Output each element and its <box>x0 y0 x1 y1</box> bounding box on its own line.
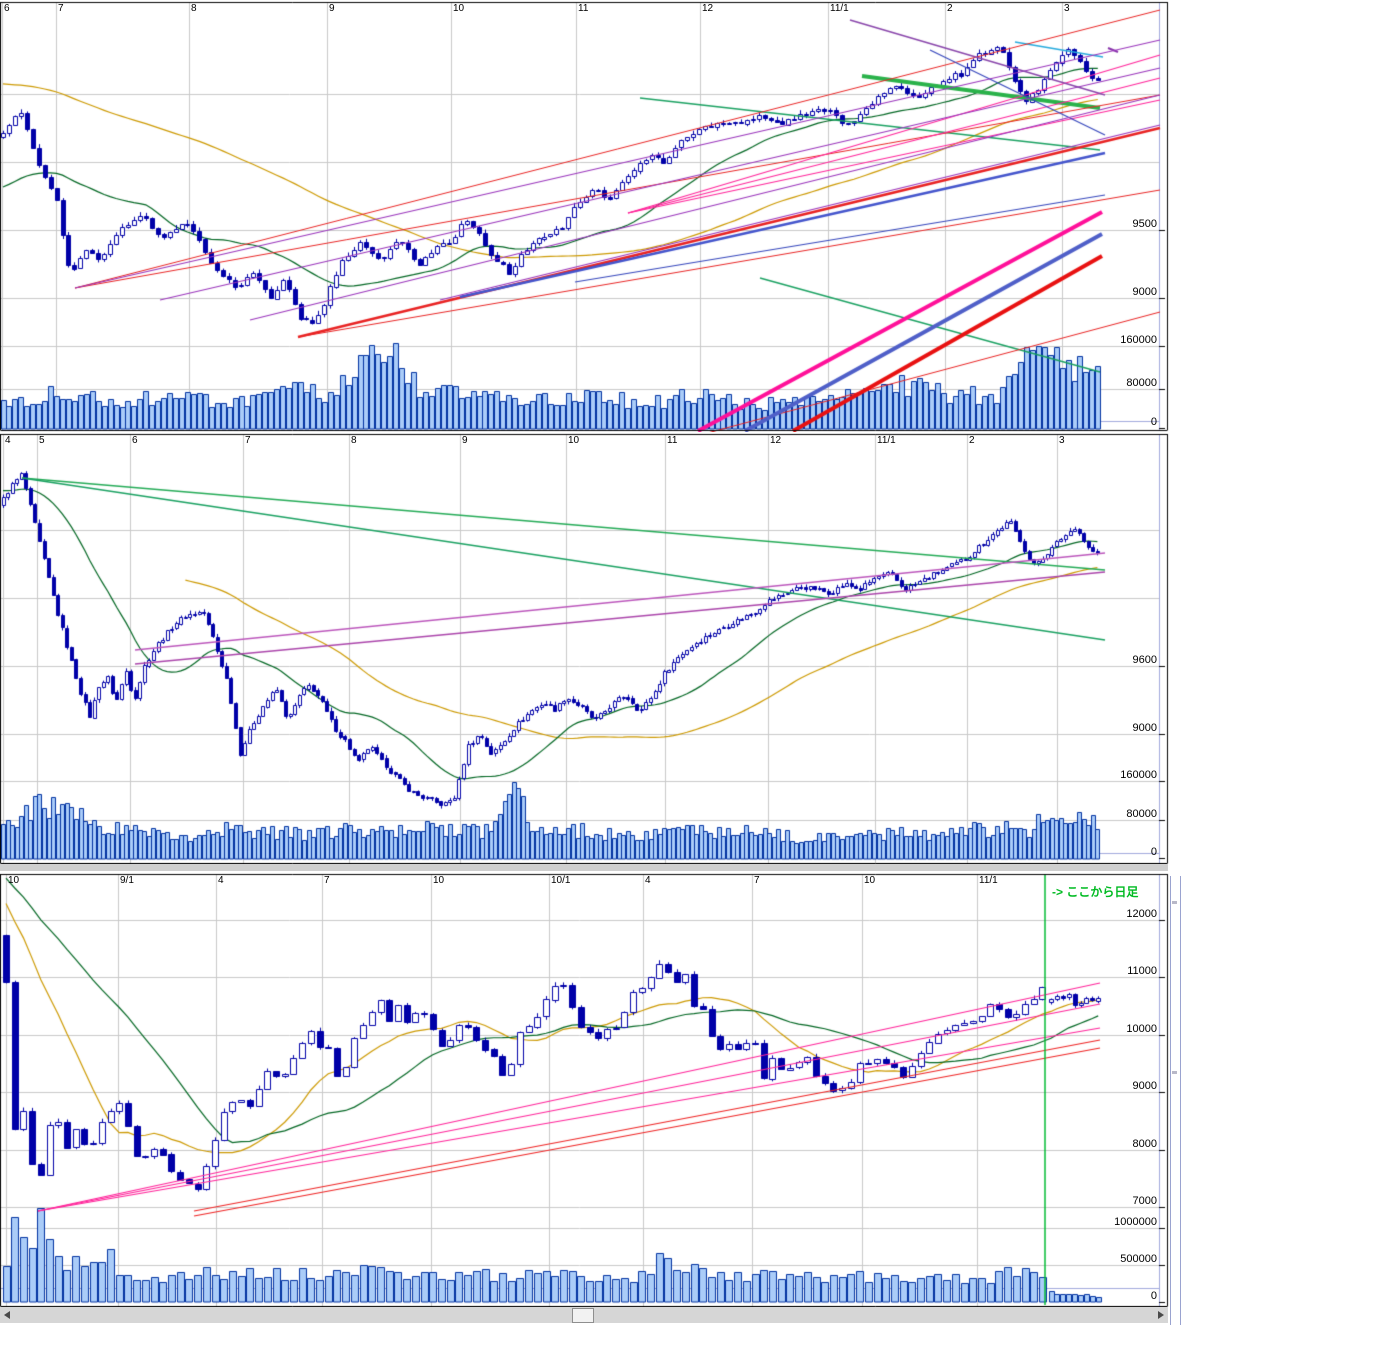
volume-axis-label: 1000000 <box>1114 1216 1157 1228</box>
x-axis-label: 4 <box>5 435 11 446</box>
scroll-left-arrow-icon <box>4 1311 10 1319</box>
chart-panel-daily-year <box>0 432 1396 864</box>
x-axis-label: 9 <box>329 3 335 14</box>
volume-axis-label: 500000 <box>1120 1253 1157 1265</box>
scroll-left-button[interactable] <box>0 1307 16 1323</box>
x-axis-label: 9 <box>462 435 468 446</box>
x-axis-label: 9/1 <box>120 875 134 886</box>
x-axis-label: 11/1 <box>877 435 896 446</box>
x-axis-label: 12 <box>770 435 782 446</box>
panel-divider-strip <box>0 864 1168 871</box>
x-axis-label: 10 <box>864 875 876 886</box>
x-axis-label: 10/1 <box>551 875 571 886</box>
x-axis-label: 6 <box>4 3 10 14</box>
chart-panel-daily-zoomed <box>0 0 1396 432</box>
x-axis-label: 7 <box>245 435 251 446</box>
x-axis-label: 2 <box>947 3 953 14</box>
chart-panel-weekly-longterm <box>0 871 1396 1307</box>
x-axis-label: 4 <box>645 875 651 886</box>
x-axis-label: 8 <box>351 435 357 446</box>
candlestick-chart-canvas-middle[interactable] <box>0 432 1170 864</box>
x-axis-label: 6 <box>132 435 138 446</box>
x-axis-label: 2 <box>969 435 975 446</box>
x-axis-label: 3 <box>1064 3 1070 14</box>
x-axis-label: 8 <box>191 3 197 14</box>
price-axis-label: 12000 <box>1126 908 1157 920</box>
x-axis-label: 7 <box>324 875 330 886</box>
scrollbar-thumb[interactable] <box>572 1308 594 1323</box>
volume-axis-label: 0 <box>1150 846 1157 858</box>
x-axis-label: 10 <box>8 875 20 886</box>
daily-candles-start-annotation: -> ここから日足 <box>1052 885 1139 899</box>
x-axis-label: 10 <box>433 875 445 886</box>
volume-axis-label: 80000 <box>1126 377 1157 389</box>
price-axis-label: 7000 <box>1132 1195 1157 1207</box>
volume-axis-label: 80000 <box>1126 808 1157 820</box>
price-axis-label: 8000 <box>1132 1138 1157 1150</box>
vertical-scrollbar-tick <box>1172 901 1177 904</box>
x-axis-label: 11/1 <box>979 875 998 886</box>
x-axis-label: 7 <box>754 875 760 886</box>
volume-axis-label: 0 <box>1150 416 1157 428</box>
price-axis-label: 9000 <box>1132 1080 1157 1092</box>
x-axis-label: 5 <box>39 435 45 446</box>
x-axis-label: 12 <box>702 3 714 14</box>
price-axis-label: 9600 <box>1132 654 1157 666</box>
vertical-scrollbar[interactable] <box>1170 876 1181 1325</box>
price-axis-label: 9500 <box>1132 218 1157 230</box>
x-axis-label: 7 <box>58 3 64 14</box>
x-axis-label: 11 <box>578 3 589 14</box>
volume-axis-label: 160000 <box>1120 334 1157 346</box>
volume-axis-label: 0 <box>1150 1290 1157 1302</box>
price-axis-label: 10000 <box>1126 1023 1157 1035</box>
x-axis-label: 10 <box>453 3 465 14</box>
x-axis-label: 11 <box>667 435 678 446</box>
horizontal-scrollbar[interactable] <box>0 1307 1168 1323</box>
volume-axis-label: 160000 <box>1120 769 1157 781</box>
x-axis-label: 3 <box>1059 435 1065 446</box>
price-axis-label: 9000 <box>1132 286 1157 298</box>
scroll-right-arrow-icon <box>1158 1311 1164 1319</box>
scroll-right-button[interactable] <box>1152 1307 1168 1323</box>
candlestick-chart-canvas-bottom[interactable] <box>0 871 1170 1307</box>
x-axis-label: 11/1 <box>830 3 849 14</box>
vertical-scrollbar-tick <box>1172 1071 1177 1074</box>
x-axis-label: 10 <box>568 435 580 446</box>
price-axis-label: 9000 <box>1132 722 1157 734</box>
x-axis-label: 4 <box>218 875 224 886</box>
price-axis-label: 11000 <box>1127 965 1157 977</box>
candlestick-chart-canvas-top[interactable] <box>0 0 1170 432</box>
